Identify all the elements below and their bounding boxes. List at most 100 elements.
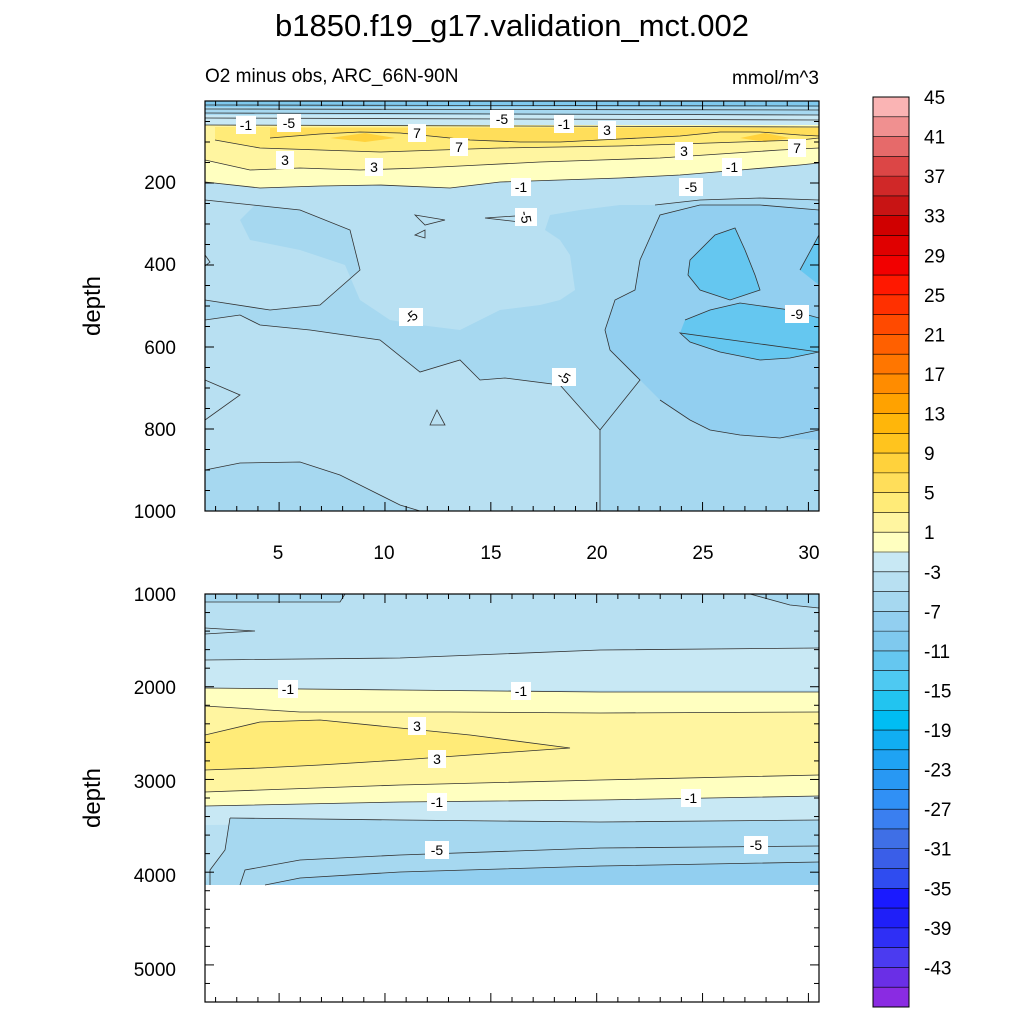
colorbar-tick-label: 33 xyxy=(924,207,945,228)
colorbar-swatch xyxy=(873,393,909,414)
colorbar-tick-label: 25 xyxy=(924,286,945,307)
colorbar-tick-label: 45 xyxy=(924,88,945,109)
colorbar-swatch xyxy=(873,571,909,592)
fill-region-bottom-left xyxy=(205,462,420,511)
contour-label: 7 xyxy=(788,139,806,157)
contour-label: 3 xyxy=(428,750,446,768)
svg-text:-5: -5 xyxy=(750,837,763,853)
svg-text:3: 3 xyxy=(433,751,441,767)
contour-label: -1 xyxy=(278,680,298,698)
x-tick-label: 20 xyxy=(586,543,607,564)
y-tick-label: 400 xyxy=(144,255,176,276)
contour-label: -1 xyxy=(236,116,256,134)
contour-label: 3 xyxy=(365,158,383,176)
colorbar-tick-label: 17 xyxy=(924,365,945,386)
y-tick-label: 200 xyxy=(144,173,176,194)
x-tick-label: 25 xyxy=(692,543,713,564)
colorbar-swatch xyxy=(873,433,909,454)
y-tick-label: 4000 xyxy=(134,866,176,887)
units-label: mmol/m^3 xyxy=(732,68,819,89)
y-axis-label: depth xyxy=(79,276,106,336)
fill-ocean-floor xyxy=(205,885,819,1002)
fill-bottom-minus5-right xyxy=(750,594,819,608)
colorbar-swatch xyxy=(873,611,909,632)
colorbar-tick-label: -7 xyxy=(924,602,941,623)
contour-label: -1 xyxy=(722,158,742,176)
colorbar-swatch xyxy=(873,472,909,494)
colorbar-swatch xyxy=(873,749,909,771)
bottom-panel: -1 -1 3 3 -1 -1 -5 -5 1000 2000 3000 400… xyxy=(79,585,820,1003)
contour-label: -1 xyxy=(511,682,531,700)
y-tick-label: 5000 xyxy=(134,960,176,981)
svg-text:-1: -1 xyxy=(515,683,528,699)
fill-region-plus9 xyxy=(330,133,395,142)
fill-region-minus9-b xyxy=(680,303,819,360)
x-tick-label: 5 xyxy=(273,543,284,564)
colorbar-swatch xyxy=(873,275,909,296)
colorbar-swatch xyxy=(873,789,909,810)
fill-bottom-plus5 xyxy=(205,720,570,770)
svg-text:3: 3 xyxy=(281,152,289,168)
colorbar-tick-label: 9 xyxy=(924,444,935,465)
contour-label: -5 xyxy=(490,110,514,128)
svg-text:-1: -1 xyxy=(240,117,253,133)
colorbar-swatch xyxy=(873,116,909,137)
colorbar-tick-label: 1 xyxy=(924,523,935,544)
colorbar-swatch xyxy=(873,373,909,395)
colorbar-tick-label: 41 xyxy=(924,128,945,149)
contour-label: 3 xyxy=(598,121,616,139)
colorbar-swatch xyxy=(873,650,909,672)
contour-label: 3 xyxy=(675,142,693,160)
colorbar-swatch xyxy=(873,294,909,316)
fill-region-plus7 xyxy=(270,128,819,142)
colorbar-swatch xyxy=(873,591,909,612)
x-tick-label: 15 xyxy=(480,543,501,564)
contour-label: -5 xyxy=(399,307,423,327)
bottom-y-tick-labels: 1000 2000 3000 4000 5000 xyxy=(134,585,176,981)
svg-text:-9: -9 xyxy=(791,306,804,322)
bottom-contour-lines xyxy=(205,594,819,886)
svg-text:-1: -1 xyxy=(726,159,739,175)
contour-label: -5 xyxy=(515,208,537,226)
y-tick-label: 3000 xyxy=(134,772,176,793)
colorbar-tick-label: -27 xyxy=(924,800,951,821)
chart-title: b1850.f19_g17.validation_mct.002 xyxy=(275,8,749,43)
svg-text:3: 3 xyxy=(603,122,611,138)
colorbar-swatches xyxy=(873,97,909,1008)
colorbar-tick-label: -43 xyxy=(924,958,951,979)
svg-text:-1: -1 xyxy=(282,681,295,697)
x-tick-label: 10 xyxy=(373,543,394,564)
y-tick-label: 1000 xyxy=(134,502,176,523)
fill-region-minus9-a xyxy=(688,228,760,300)
svg-text:-5: -5 xyxy=(685,179,698,195)
svg-text:-1: -1 xyxy=(431,794,444,810)
colorbar-swatch xyxy=(873,176,909,197)
svg-text:7: 7 xyxy=(455,139,463,155)
contour-label: -1 xyxy=(511,178,531,196)
y-axis-label: depth xyxy=(79,768,106,828)
contour-label: -5 xyxy=(679,178,703,196)
colorbar-swatch xyxy=(873,947,909,968)
fill-region-plus9-b xyxy=(740,133,790,142)
colorbar-swatch xyxy=(873,354,909,375)
x-tick-labels: 5 10 15 20 25 30 xyxy=(273,543,820,564)
colorbar-tick-label: -11 xyxy=(924,642,950,663)
colorbar-tick-label: -39 xyxy=(924,919,951,940)
colorbar-swatch xyxy=(873,215,909,236)
contour-label: -1 xyxy=(427,793,447,811)
svg-text:7: 7 xyxy=(793,140,801,156)
contour-label: -1 xyxy=(681,789,701,807)
colorbar-swatch xyxy=(873,769,909,790)
contour-label: 3 xyxy=(276,151,294,169)
colorbar-swatch xyxy=(873,97,909,118)
svg-text:-1: -1 xyxy=(558,116,571,132)
top-y-tick-labels: 200 400 600 800 1000 xyxy=(134,173,176,523)
fill-bottom-minus7 xyxy=(265,862,819,885)
x-tick-label: 30 xyxy=(798,543,819,564)
top-contour-labels: -1 -5 -5 -1 3 7 7 3 3 3 7 -1 -5 -1 -5 -5… xyxy=(236,110,809,387)
colorbar-swatch xyxy=(873,136,909,157)
colorbar-swatch xyxy=(873,631,909,652)
svg-text:3: 3 xyxy=(370,159,378,175)
colorbar-swatch xyxy=(873,532,909,553)
